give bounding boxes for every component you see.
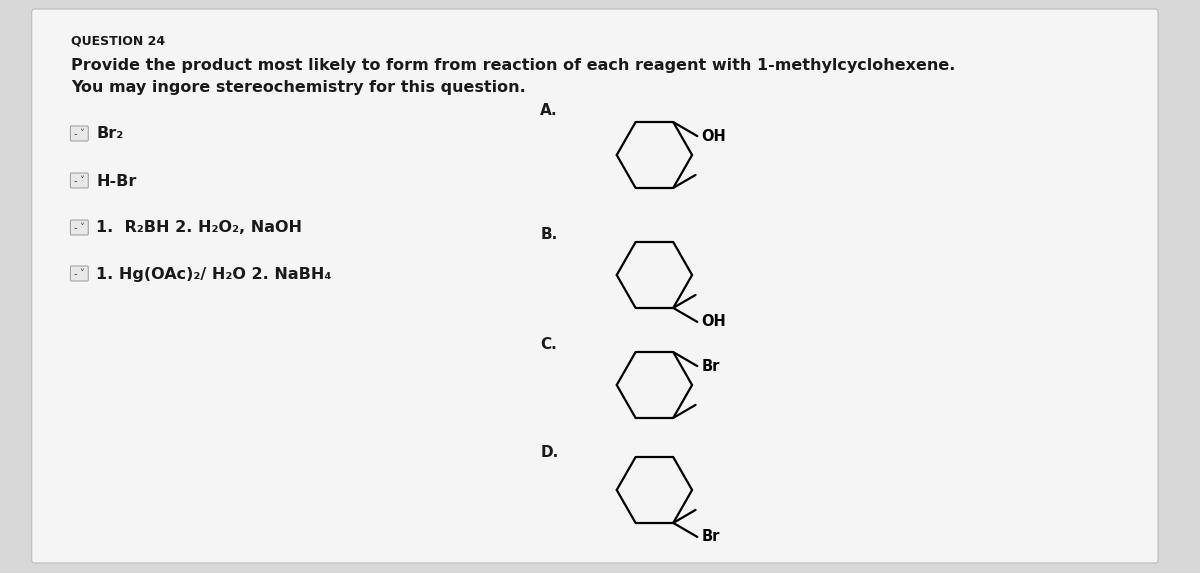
Text: Provide the product most likely to form from reaction of each reagent with 1-met: Provide the product most likely to form … [71, 58, 955, 73]
FancyBboxPatch shape [31, 9, 1158, 563]
Text: -: - [74, 176, 78, 186]
Text: A.: A. [540, 103, 558, 118]
Text: D.: D. [540, 445, 559, 460]
Text: Br₂: Br₂ [96, 127, 124, 142]
Text: Br: Br [701, 359, 720, 374]
FancyBboxPatch shape [71, 173, 89, 188]
Text: Br: Br [701, 529, 720, 544]
Text: 1. Hg(OAc)₂/ H₂O 2. NaBH₄: 1. Hg(OAc)₂/ H₂O 2. NaBH₄ [96, 266, 331, 281]
Text: -: - [74, 129, 78, 139]
Text: -: - [74, 223, 78, 233]
FancyBboxPatch shape [71, 126, 89, 141]
Text: OH: OH [701, 315, 726, 329]
Text: H-Br: H-Br [96, 174, 137, 189]
Text: ˅: ˅ [79, 269, 84, 279]
Text: ˅: ˅ [79, 129, 84, 139]
Text: 1.  R₂BH 2. H₂O₂, NaOH: 1. R₂BH 2. H₂O₂, NaOH [96, 221, 302, 236]
Text: -: - [74, 269, 78, 279]
FancyBboxPatch shape [71, 220, 89, 235]
Text: ˅: ˅ [79, 223, 84, 233]
Text: QUESTION 24: QUESTION 24 [71, 35, 166, 48]
Text: ˅: ˅ [79, 176, 84, 186]
FancyBboxPatch shape [71, 266, 89, 281]
Text: B.: B. [540, 227, 558, 242]
Text: You may ingore stereochemistry for this question.: You may ingore stereochemistry for this … [71, 80, 526, 95]
Text: C.: C. [540, 337, 557, 352]
Text: OH: OH [701, 128, 726, 144]
